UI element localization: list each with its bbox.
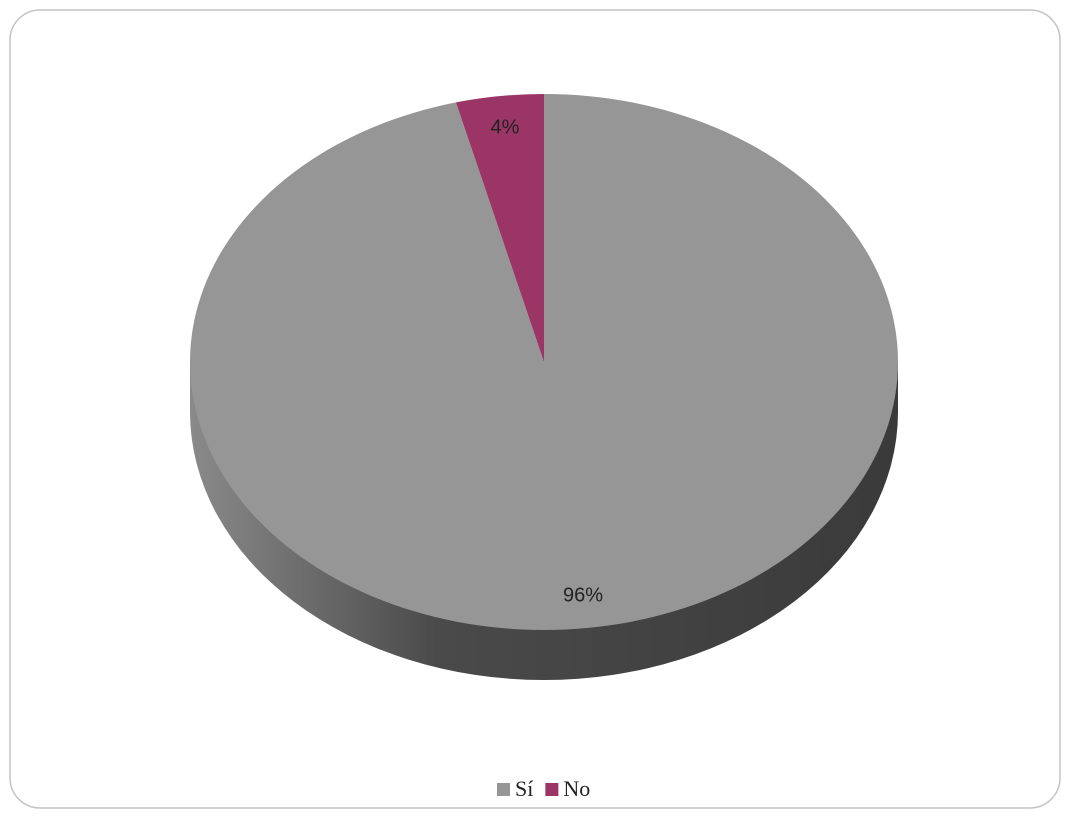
data-label: 96% [563, 584, 603, 606]
chart-frame [9, 9, 1061, 809]
legend-swatch [497, 783, 510, 796]
pie-slice [455, 94, 544, 362]
legend-label: No [563, 776, 590, 801]
legend-label: Sí [515, 776, 533, 801]
legend-swatch [545, 783, 559, 796]
data-label: 4% [491, 116, 520, 138]
